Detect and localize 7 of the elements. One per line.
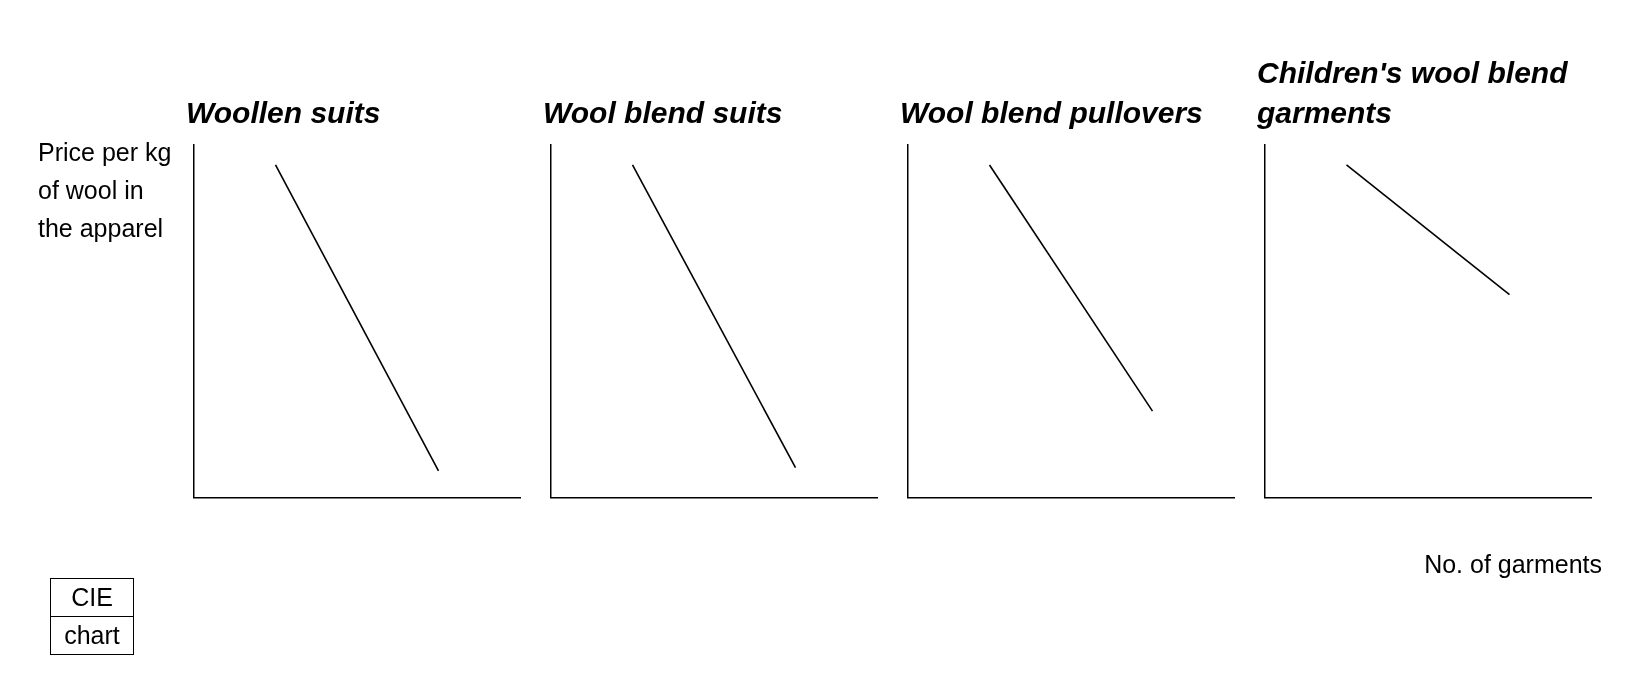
chart-title: Wool blend pullovers [900, 95, 1204, 131]
chart-title: Woollen suits [186, 95, 382, 131]
y-axis-title: Price per kg of wool in the apparel [38, 138, 172, 242]
chart-title: Children's wool blend garments [1257, 55, 1569, 131]
x-axis-title: No. of garments [1424, 550, 1602, 579]
chart-title: Wool blend suits [543, 95, 784, 131]
text: CIE chart [51, 579, 133, 654]
